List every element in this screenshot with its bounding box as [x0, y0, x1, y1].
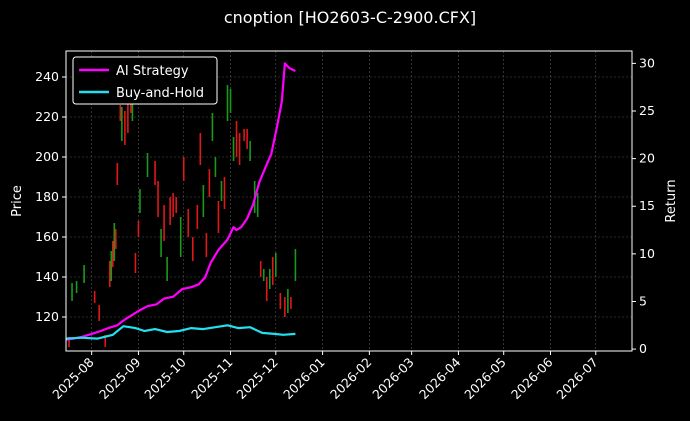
y-tick-label: 160: [35, 229, 59, 244]
y-tick-label: 140: [35, 269, 59, 284]
legend-label-ai-strategy: AI Strategy: [116, 64, 189, 79]
y-tick-label: 220: [35, 109, 59, 124]
series-lines: [65, 62, 296, 341]
y-axis-right: 0 5 10 15 20 25 30: [632, 55, 655, 356]
y-tick-label: 240: [35, 69, 59, 84]
y2-tick-label: 25: [639, 103, 655, 118]
y-tick-label: 120: [35, 309, 59, 324]
y-axis-left: 120 140 160 180 200 220 240: [35, 69, 66, 324]
y2-tick-label: 5: [639, 293, 647, 308]
y2-tick-label: 0: [639, 341, 647, 356]
y2-axis-label: Return: [664, 179, 679, 222]
y2-tick-label: 30: [639, 55, 655, 70]
y-tick-label: 180: [35, 189, 59, 204]
chart-title: cnoption [HO2603-C-2900.CFX]: [224, 8, 476, 27]
y2-tick-label: 15: [639, 198, 655, 213]
legend: AI Strategy Buy-and-Hold: [72, 56, 218, 105]
y-axis-label: Price: [10, 185, 25, 217]
legend-label-buy-and-hold: Buy-and-Hold: [116, 86, 204, 101]
y2-tick-label: 10: [639, 246, 655, 261]
series-line-buy-and-hold: [65, 324, 296, 340]
series-line-ai-strategy: [65, 62, 296, 341]
plot-frame: [65, 50, 633, 352]
y2-tick-label: 20: [639, 151, 655, 166]
candles: [68, 85, 297, 347]
y-tick-label: 200: [35, 149, 59, 164]
